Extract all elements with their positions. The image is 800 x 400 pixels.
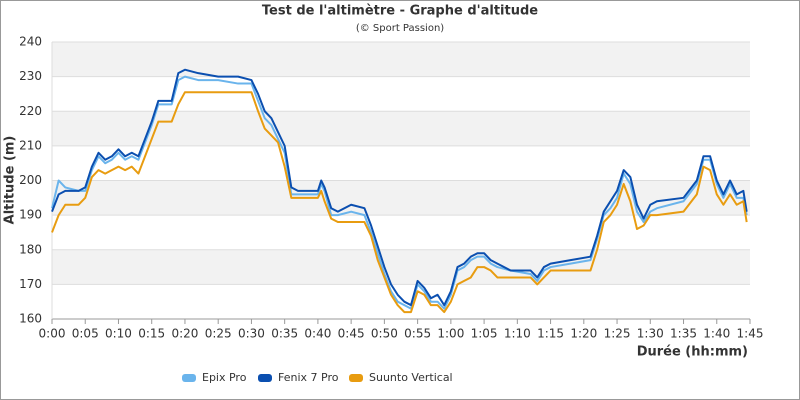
x-tick-label: 1:25 [604, 327, 631, 341]
x-tick-label: 1:45 [737, 327, 764, 341]
x-tick-label: 0:30 [238, 327, 265, 341]
x-tick-label: 0:45 [338, 327, 365, 341]
x-tick-label: 0:40 [304, 327, 331, 341]
x-tick-label: 1:05 [471, 327, 498, 341]
x-tick-label: 1:30 [637, 327, 664, 341]
x-tick-label: 0:35 [271, 327, 298, 341]
bands [52, 42, 750, 285]
grid-band [52, 249, 750, 285]
x-tick-label: 0:55 [404, 327, 431, 341]
x-tick-label: 1:40 [703, 327, 730, 341]
y-tick-label: 170 [19, 277, 42, 291]
x-tick-label: 1:00 [437, 327, 464, 341]
grid-band [52, 111, 750, 146]
y-tick-label: 210 [19, 138, 42, 152]
y-tick-label: 180 [19, 242, 42, 256]
y-tick-label: 190 [19, 208, 42, 222]
x-tick-label: 0:25 [205, 327, 232, 341]
x-tick-label: 0:10 [105, 327, 132, 341]
series-line [51, 91, 748, 314]
x-tick-label: 0:15 [138, 327, 165, 341]
legend-label: Fenix 7 Pro [278, 371, 339, 384]
x-tick-label: 0:00 [39, 327, 66, 341]
y-tick-label: 220 [19, 104, 42, 118]
x-tick-label: 1:35 [670, 327, 697, 341]
x-tick-label: 1:20 [570, 327, 597, 341]
x-tick-label: 0:20 [171, 327, 198, 341]
legend-swatch [258, 374, 272, 382]
legend-label: Suunto Vertical [369, 371, 453, 384]
x-tick-label: 1:15 [537, 327, 564, 341]
y-tick-label: 200 [19, 173, 42, 187]
chart-subtitle: (© Sport Passion) [356, 23, 444, 34]
series-line [51, 68, 748, 307]
y-tick-label: 160 [19, 312, 42, 326]
y-tick-label: 230 [19, 69, 42, 83]
y-tick-label: 240 [19, 35, 42, 49]
legend-swatch [182, 374, 196, 382]
x-axis-label: Durée (hh:mm) [637, 345, 748, 360]
x-tick-label: 0:50 [371, 327, 398, 341]
legend-swatch [349, 374, 363, 382]
x-tick-label: 1:10 [504, 327, 531, 341]
y-axis-label: Altitude (m) [3, 136, 18, 225]
series-line [51, 75, 748, 310]
grid-band [52, 180, 750, 216]
legend-label: Epix Pro [202, 371, 247, 384]
x-tick-label: 0:05 [72, 327, 99, 341]
chart-title: Test de l'altimètre - Graphe d'altitude [262, 4, 538, 19]
grid-band [52, 42, 750, 77]
